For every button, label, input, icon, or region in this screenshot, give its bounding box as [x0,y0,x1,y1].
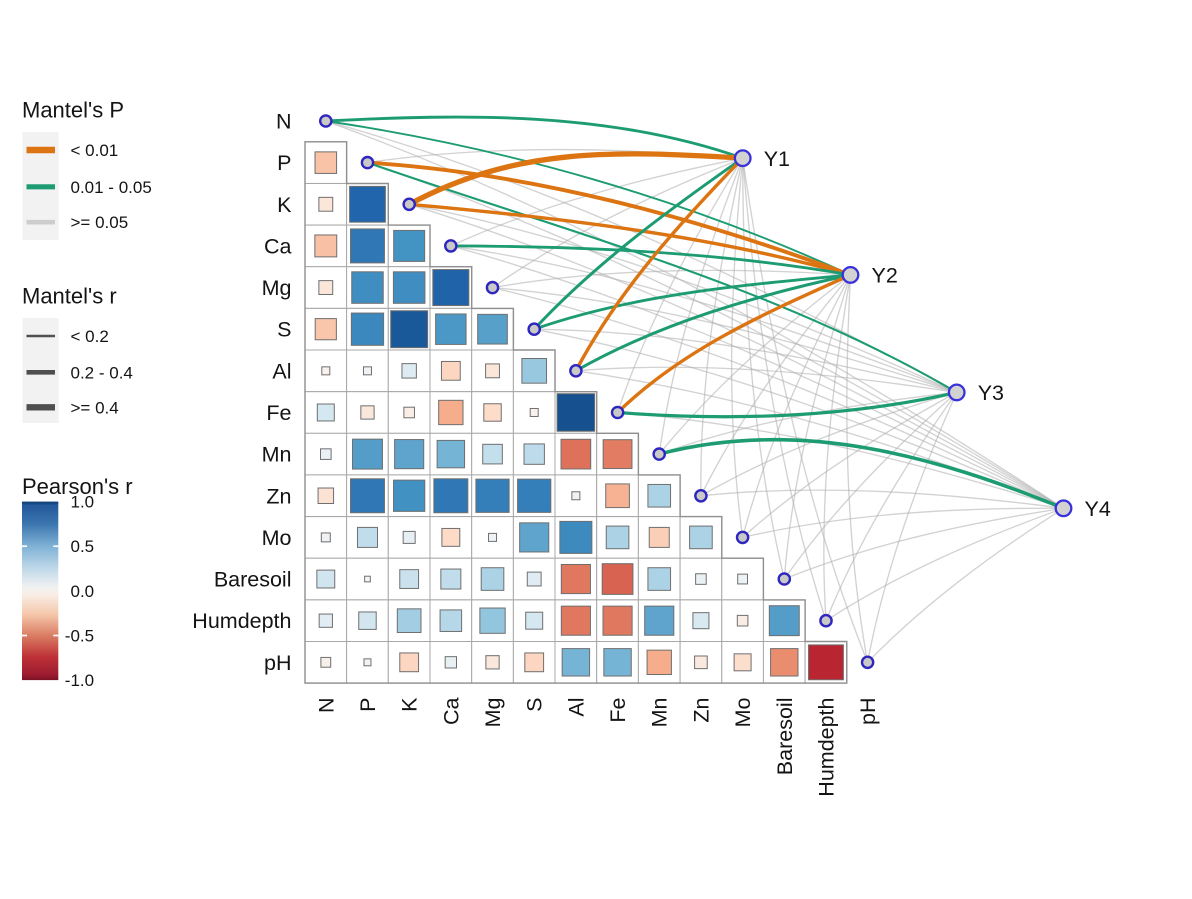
svg-text:0.5: 0.5 [71,537,95,556]
svg-text:N: N [276,110,292,134]
svg-text:Pearson's r: Pearson's r [22,474,133,499]
svg-text:-0.5: -0.5 [65,627,94,646]
svg-text:>= 0.05: >= 0.05 [71,213,129,232]
svg-text:Humdepth: Humdepth [815,698,839,797]
svg-text:Fe: Fe [266,401,291,425]
svg-text:Mantel's r: Mantel's r [22,284,117,309]
svg-text:Al: Al [564,698,588,717]
svg-text:< 0.01: < 0.01 [71,141,119,160]
svg-text:P: P [277,151,291,175]
svg-text:Baresoil: Baresoil [773,698,797,776]
svg-text:Baresoil: Baresoil [214,568,292,592]
svg-text:Y4: Y4 [1085,497,1111,521]
svg-text:Al: Al [272,359,291,383]
svg-text:pH: pH [264,651,291,675]
svg-text:Zn: Zn [266,484,291,508]
svg-text:>= 0.4: >= 0.4 [71,398,119,417]
svg-text:S: S [277,318,291,342]
svg-text:1.0: 1.0 [71,493,95,512]
svg-text:K: K [398,697,422,712]
svg-text:pH: pH [856,698,880,725]
svg-text:Mo: Mo [731,697,755,727]
svg-text:Mo: Mo [262,526,292,550]
svg-text:P: P [356,698,380,712]
svg-text:Mg: Mg [481,698,505,728]
svg-text:Mn: Mn [262,443,292,467]
svg-text:< 0.2: < 0.2 [71,327,109,346]
svg-text:Y1: Y1 [764,147,790,171]
svg-text:Ca: Ca [264,234,292,258]
svg-text:Humdepth: Humdepth [192,609,291,633]
svg-text:Zn: Zn [689,698,713,723]
svg-text:0.01 - 0.05: 0.01 - 0.05 [71,178,152,197]
svg-text:Y2: Y2 [872,264,898,288]
svg-text:Mn: Mn [648,698,672,728]
svg-text:-1.0: -1.0 [65,671,94,690]
svg-text:Ca: Ca [439,697,463,725]
svg-text:N: N [314,698,338,714]
svg-text:Fe: Fe [606,698,630,723]
svg-text:Mg: Mg [262,276,292,300]
svg-text:K: K [277,193,292,217]
svg-text:S: S [523,698,547,712]
svg-text:Mantel's P: Mantel's P [22,98,124,123]
svg-text:0.2 - 0.4: 0.2 - 0.4 [71,363,133,382]
svg-text:0.0: 0.0 [71,582,95,601]
svg-text:Y3: Y3 [978,381,1004,405]
